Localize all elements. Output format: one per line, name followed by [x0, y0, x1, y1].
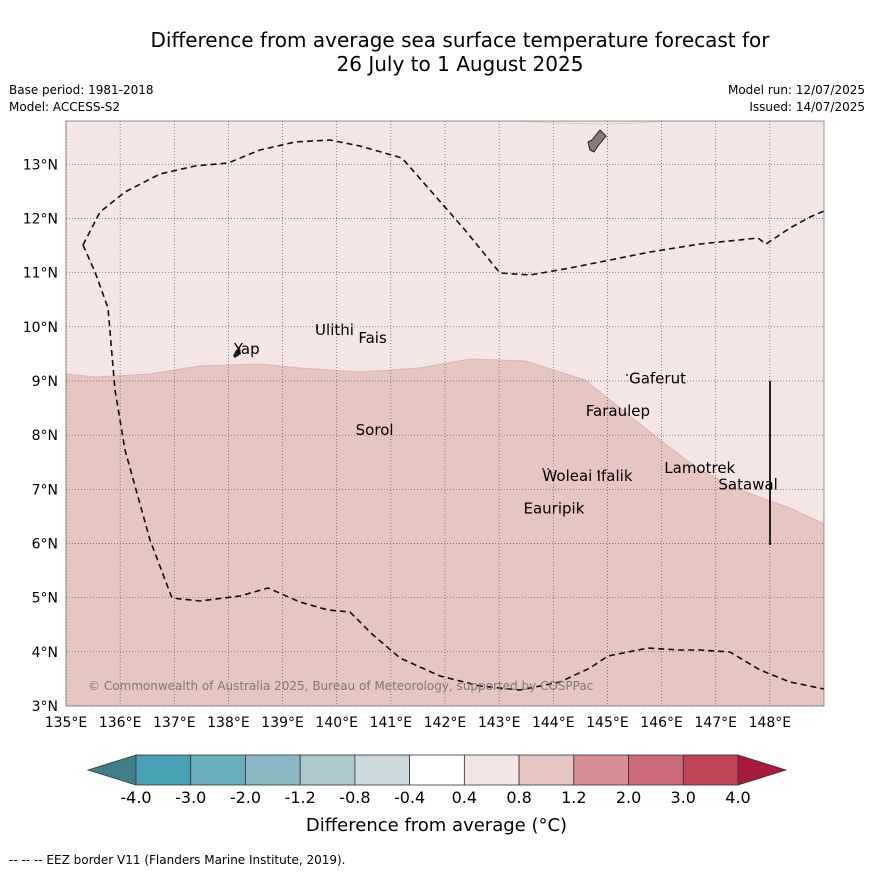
lat-tick-label: 12°N: [23, 212, 58, 228]
place-label-faraulep: Faraulep: [586, 402, 650, 420]
lat-tick-label: 5°N: [32, 591, 58, 607]
colorbar-tick-label: 1.2: [561, 788, 586, 807]
map-frame: [65, 120, 825, 707]
lat-tick-label: 6°N: [32, 537, 58, 553]
colorbar-tick-label: -3.0: [175, 788, 206, 807]
lon-tick-label: 137°E: [153, 715, 196, 731]
place-label-woleai: Woleai: [542, 467, 592, 485]
lat-tick-label: 10°N: [23, 320, 58, 336]
colorbar-segment: [682, 754, 739, 786]
sorol-atoll-icon: [357, 428, 359, 430]
lon-tick-label: 143°E: [478, 715, 521, 731]
band-contour: [65, 358, 825, 525]
guam-land: [587, 129, 607, 153]
colorbar-segment: [135, 754, 192, 786]
colorbar-title: Difference from average (°C): [305, 815, 568, 836]
fais-island-icon: [360, 337, 362, 339]
colorbar-segment: [518, 754, 575, 786]
place-label-yap: Yap: [233, 340, 260, 358]
place-label-lamotrek: Lamotrek: [664, 459, 735, 477]
graticule: [65, 121, 824, 707]
colorbar: -4.0 -3.0 -2.0 -1.2 -0.8 -0.4 0.4 0.8 1.2 2.0 3.0 4…: [86, 754, 788, 807]
yap-land: [233, 348, 241, 358]
lon-tick-label: 146°E: [640, 715, 683, 731]
lon-tick-label: 145°E: [586, 715, 629, 731]
lat-tick-label: 3°N: [32, 699, 58, 715]
colorbar-tick-label: 3.0: [671, 788, 696, 807]
lon-tick-label: 138°E: [207, 715, 250, 731]
ifalik-atoll-icon: [597, 471, 599, 473]
base-period: Base period: 1981-2018: [9, 83, 154, 97]
lat-tick-label: 4°N: [32, 645, 58, 661]
place-label-sorol: Sorol: [356, 421, 394, 439]
copyright-text: © Commonwealth of Australia 2025, Bureau…: [88, 679, 593, 693]
ulithi-atoll-icon: [316, 327, 318, 329]
lat-tick-label: 9°N: [32, 374, 58, 390]
colorbar-segment: [245, 754, 301, 786]
colorbar-segment: [190, 754, 246, 786]
colorbar-extend-low: [86, 754, 137, 786]
colorbar-tick-label: 4.0: [725, 788, 750, 807]
lat-tick-label: 11°N: [23, 266, 58, 282]
woleai-atoll-icon-2: [547, 468, 549, 470]
colorbar-segment: [299, 754, 356, 786]
colorbar-tick-label: -1.2: [285, 788, 316, 807]
place-label-satawal: Satawal: [718, 475, 777, 493]
place-label-fais: Fais: [358, 329, 387, 347]
place-label-eauripik: Eauripik: [524, 500, 585, 518]
colorbar-segment: [354, 754, 411, 786]
eez-legend-note: -- -- -- EEZ border V11 (Flanders Marine…: [9, 853, 346, 867]
lat-tick-label: 8°N: [32, 428, 58, 444]
eez-border: [82, 139, 825, 691]
colorbar-segment: [409, 754, 465, 786]
colorbar-segment: [628, 754, 684, 786]
lon-tick-label: 140°E: [315, 715, 358, 731]
top-contour: [519, 120, 661, 125]
lon-tick-label: 147°E: [694, 715, 737, 731]
model-run: Model run: 12/07/2025: [727, 83, 865, 97]
colorbar-tick-label: -2.0: [230, 788, 261, 807]
lon-tick-label: 141°E: [370, 715, 413, 731]
colorbar-extend-high: [737, 754, 788, 786]
lon-tick-label: 142°E: [424, 715, 467, 731]
lon-tick-label: 139°E: [261, 715, 304, 731]
colorbar-segment: [463, 754, 520, 786]
lon-tick-label: 136°E: [99, 715, 142, 731]
lon-tick-label: 144°E: [532, 715, 575, 731]
place-label-gaferut: Gaferut: [629, 370, 686, 388]
colorbar-segment: [573, 754, 629, 786]
model-name: Model: ACCESS-S2: [9, 100, 121, 114]
colorbar-tick-label: -4.0: [120, 788, 151, 807]
lat-tick-label: 7°N: [32, 482, 58, 498]
title-line-1: Difference from average sea surface temp…: [150, 28, 770, 52]
colorbar-tick-label: 0.4: [452, 788, 477, 807]
colorbar-tick-label: 2.0: [616, 788, 641, 807]
colorbar-tick-label: -0.8: [339, 788, 370, 807]
title-line-2: 26 July to 1 August 2025: [336, 52, 584, 76]
lon-tick-label: 135°E: [45, 715, 88, 731]
woleai-atoll-icon: [542, 468, 544, 470]
place-label-ulithi: Ulithi: [315, 321, 354, 339]
place-label-ifalik: Ifalik: [597, 467, 633, 485]
issued-date: Issued: 14/07/2025: [749, 100, 865, 114]
gaferut-island-icon: [626, 374, 628, 376]
colorbar-tick-label: 0.8: [506, 788, 531, 807]
colorbar-tick-label: -0.4: [394, 788, 425, 807]
lat-tick-label: 13°N: [23, 157, 58, 173]
lon-tick-label: 148°E: [749, 715, 792, 731]
